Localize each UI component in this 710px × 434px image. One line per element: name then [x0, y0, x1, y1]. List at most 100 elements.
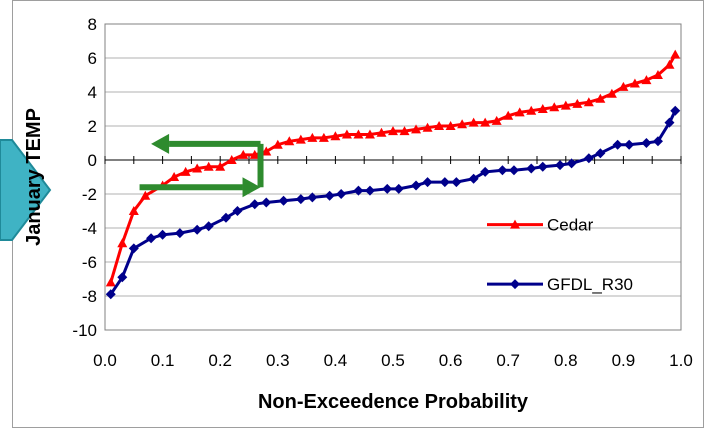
- legend-item: Cedar: [487, 216, 594, 235]
- data-point: [411, 180, 422, 191]
- y-tick-label: 6: [88, 49, 97, 68]
- data-point: [307, 192, 318, 203]
- data-point: [393, 183, 404, 194]
- y-tick-label: -6: [82, 253, 97, 272]
- data-point: [180, 166, 191, 176]
- data-point: [514, 107, 525, 117]
- data-point: [330, 131, 341, 141]
- x-tick-label: 0.5: [381, 351, 405, 370]
- data-point: [376, 127, 387, 137]
- data-point: [307, 132, 318, 142]
- x-axis-title: Non-Exceedence Probability: [258, 391, 529, 413]
- data-point: [261, 197, 272, 208]
- data-point: [480, 117, 491, 127]
- y-tick-label: 2: [88, 117, 97, 136]
- data-point: [510, 279, 520, 290]
- data-point: [595, 93, 606, 103]
- y-tick-label: -4: [82, 219, 97, 238]
- y-tick-label: -10: [72, 321, 97, 340]
- data-point: [278, 195, 289, 206]
- data-point: [583, 153, 594, 164]
- data-point: [560, 100, 571, 110]
- data-point: [652, 136, 663, 147]
- data-point: [491, 115, 502, 125]
- data-point: [388, 126, 398, 136]
- x-tick-label: 0.6: [439, 351, 463, 370]
- x-tick-label: 0.0: [93, 351, 117, 370]
- data-point: [566, 158, 577, 169]
- data-point: [249, 149, 260, 159]
- data-point: [353, 129, 364, 139]
- plot-area: [104, 23, 682, 331]
- data-point: [670, 105, 681, 116]
- data-point: [117, 238, 128, 248]
- data-point: [146, 233, 157, 244]
- data-point: [203, 161, 214, 171]
- data-point: [192, 163, 203, 173]
- data-point: [664, 117, 675, 128]
- chart-frame: [12, 0, 704, 428]
- data-point: [537, 104, 548, 113]
- series-cedar: [105, 49, 681, 287]
- y-axis-title: January TEMP: [23, 108, 45, 246]
- legend-label: Cedar: [547, 216, 594, 235]
- data-point: [261, 146, 272, 156]
- annotation-arrow-head: [242, 177, 261, 198]
- data-point: [324, 190, 335, 201]
- x-tick-label: 0.3: [266, 351, 290, 370]
- data-point: [318, 132, 329, 142]
- data-point: [238, 149, 249, 159]
- x-tick-label: 0.1: [151, 351, 175, 370]
- data-point: [174, 228, 185, 239]
- data-point: [618, 81, 629, 91]
- data-point: [203, 221, 214, 232]
- data-point: [272, 139, 283, 149]
- data-point: [583, 97, 594, 107]
- data-point: [572, 98, 583, 108]
- data-point: [411, 124, 422, 134]
- data-point: [451, 177, 462, 188]
- data-point: [434, 121, 445, 130]
- x-tick-label: 0.2: [208, 351, 232, 370]
- data-point: [105, 289, 116, 300]
- data-point: [336, 189, 347, 199]
- x-tick-label: 0.7: [496, 351, 520, 370]
- data-point: [105, 277, 116, 287]
- y-tick-label: 0: [88, 151, 97, 170]
- data-point: [468, 117, 479, 127]
- legend-item: GFDL_R30: [487, 275, 633, 294]
- data-point: [284, 136, 295, 146]
- data-point: [497, 165, 508, 176]
- data-point: [249, 199, 260, 210]
- data-point: [612, 139, 623, 150]
- data-point: [537, 161, 548, 172]
- data-point: [510, 219, 520, 229]
- data-point: [526, 105, 537, 115]
- data-point: [652, 70, 663, 79]
- data-point: [192, 224, 203, 235]
- data-point: [215, 161, 226, 171]
- previous-slide-icon[interactable]: [0, 139, 52, 241]
- data-point: [503, 110, 514, 120]
- data-point: [295, 134, 306, 144]
- legend: Cedar GFDL_R30: [487, 216, 633, 294]
- data-point: [399, 126, 410, 136]
- data-point: [128, 206, 139, 215]
- data-point: [457, 119, 468, 129]
- data-point: [549, 102, 560, 112]
- data-point: [641, 75, 652, 85]
- data-point: [445, 121, 456, 130]
- data-point: [382, 183, 393, 194]
- data-point: [157, 229, 168, 240]
- data-point: [117, 272, 128, 283]
- data-point: [295, 194, 306, 205]
- data-point: [226, 155, 237, 164]
- data-point: [220, 212, 231, 223]
- data-point: [606, 88, 617, 98]
- x-tick-label: 1.0: [669, 351, 693, 370]
- x-tick-label: 0.8: [554, 351, 578, 370]
- x-tick-label: 0.9: [612, 351, 636, 370]
- axes: -10 -8 -6 -4 -2 0 2 4 6 8 0.0 0.1 0.2 0.3 0.4 0.5 0.6 0.7…: [72, 15, 692, 370]
- x-tick-label: 0.4: [324, 351, 348, 370]
- annotation-arrow-head: [151, 133, 170, 154]
